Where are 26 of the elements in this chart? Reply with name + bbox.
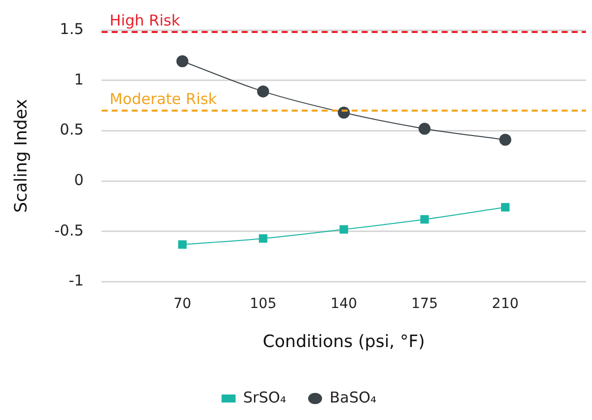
x-axis-title: Conditions (psi, °F): [262, 332, 425, 352]
y-tick-label: 0: [74, 170, 84, 189]
legend-label: BaSO₄: [330, 388, 376, 406]
y-tick-label: 0.5: [60, 120, 84, 139]
x-tick-label: 140: [330, 296, 358, 312]
point: [258, 234, 268, 243]
y-axis-title: Scaling Index: [12, 99, 32, 213]
y-tick-label: -1: [68, 272, 84, 290]
ref-line-label: Moderate Risk: [110, 90, 218, 108]
y-tick-label: 1: [74, 70, 84, 88]
ref-line-label: High Risk: [110, 11, 180, 30]
y-tick-label: 1.5: [60, 20, 84, 38]
x-tick-label: 70: [173, 296, 192, 312]
point: [420, 215, 429, 224]
point: [178, 240, 187, 249]
x-tick-label: 175: [411, 296, 438, 312]
point: [501, 203, 510, 212]
point: [257, 85, 270, 98]
x-tick-label: 210: [492, 296, 519, 312]
point: [340, 225, 348, 234]
point: [499, 134, 512, 146]
legend-label: SrSO₄: [243, 388, 286, 406]
y-tick-label: -0.5: [54, 221, 84, 240]
point: [418, 122, 431, 135]
point: [176, 55, 188, 68]
x-tick-label: 105: [250, 296, 276, 312]
